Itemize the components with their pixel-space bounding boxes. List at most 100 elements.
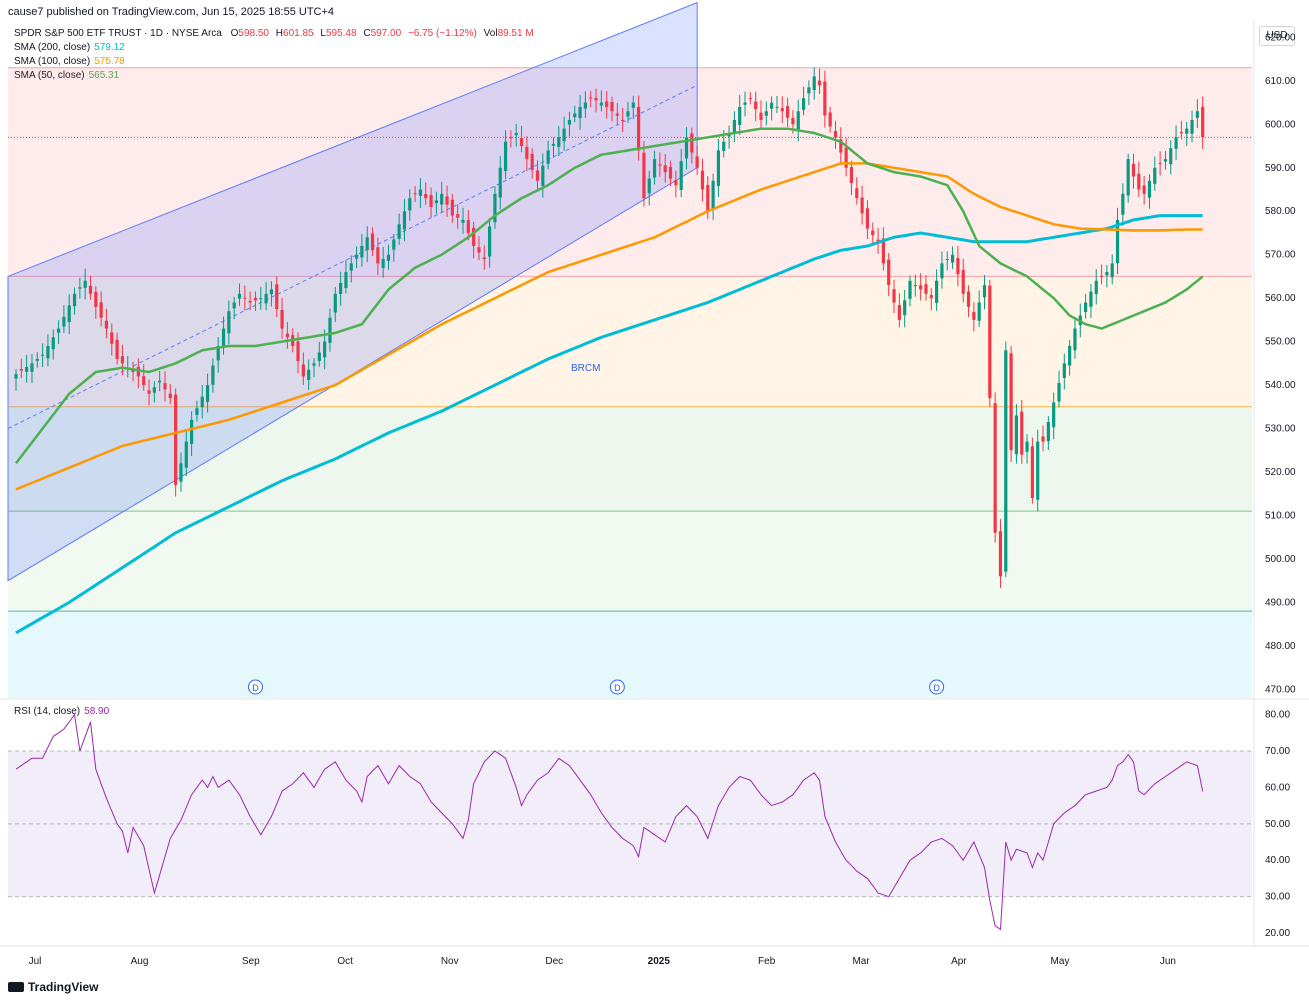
candle-body — [488, 226, 492, 257]
publish-line: cause7 published on TradingView.com, Jun… — [8, 6, 335, 18]
candle-body — [424, 194, 428, 199]
fib-zone — [8, 67, 1252, 277]
candle-body — [690, 133, 694, 153]
candle-body — [269, 289, 274, 295]
candle-body — [136, 366, 140, 377]
candle-body — [296, 341, 300, 362]
candle-body — [1014, 415, 1019, 455]
candle-body — [72, 293, 77, 307]
candle-body — [1158, 163, 1162, 165]
rsi-legend[interactable]: RSI (14, close) 58.90 — [14, 706, 109, 717]
candle-body — [333, 293, 337, 313]
time-tick-label: Jul — [29, 956, 42, 967]
candle-body — [557, 137, 561, 147]
symbol-name[interactable]: SPDR S&P 500 ETF TRUST · 1D · NYSE Arca — [14, 28, 222, 39]
ohlc-high-label: H — [275, 28, 284, 39]
candle-body — [956, 258, 960, 275]
price-tick-label: 560.00 — [1265, 293, 1296, 304]
candle-body — [913, 285, 917, 287]
ohlc-open-label: O — [230, 28, 239, 39]
candle-body — [493, 193, 497, 223]
time-tick-label: 2025 — [648, 956, 671, 967]
price-tick-label: 600.00 — [1265, 119, 1296, 130]
candle-body — [764, 111, 768, 116]
candle-body — [88, 285, 93, 294]
rsi-tick-label: 40.00 — [1265, 855, 1290, 866]
candle-body — [1131, 163, 1136, 177]
sma50-legend[interactable]: SMA (50, close) 565.31 — [14, 70, 119, 81]
candle-body — [413, 193, 417, 195]
candle-body — [855, 188, 859, 199]
candle-body — [610, 101, 614, 112]
currency-button[interactable]: USD — [1259, 26, 1295, 46]
candle-body — [807, 87, 811, 94]
candle-body — [865, 208, 870, 229]
brand-name: TradingView — [28, 980, 99, 994]
candle-body — [770, 102, 774, 109]
parallel-channel — [7, 1, 698, 582]
candle-body — [621, 119, 625, 121]
candle-body — [679, 161, 683, 190]
candle-body — [706, 184, 710, 212]
candle-body — [232, 302, 236, 309]
candle-body — [1046, 422, 1050, 442]
candle-body — [759, 112, 763, 120]
candle-body — [812, 76, 816, 91]
candle-body — [1195, 111, 1199, 118]
sma200-label: SMA (200, close) — [14, 42, 91, 53]
candle-body — [307, 369, 311, 380]
candle-body — [993, 403, 997, 533]
rsi-tick-label: 20.00 — [1265, 928, 1290, 939]
dividend-marker-icon — [609, 679, 625, 695]
price-tick-label: 620.00 — [1265, 32, 1296, 43]
candle-body — [392, 239, 396, 250]
candle-body — [738, 106, 742, 125]
candle-body — [402, 211, 407, 230]
candle-body — [456, 214, 460, 218]
candle-body — [434, 200, 438, 204]
volume-label: Vol — [483, 28, 498, 39]
candle-body — [791, 117, 795, 125]
price-tick-label: 590.00 — [1265, 163, 1296, 174]
sma100-line — [15, 162, 1203, 491]
candle-body — [998, 531, 1003, 577]
candle-body — [823, 81, 827, 116]
candle-body — [754, 101, 758, 110]
candle-body — [833, 130, 838, 138]
candle-body — [1201, 106, 1205, 138]
candle-body — [722, 141, 726, 151]
candle-body — [1185, 128, 1189, 134]
volume-value: 89.51 M — [497, 28, 534, 39]
candle-body — [51, 337, 55, 350]
tradingview-brand[interactable]: TradingView — [8, 980, 98, 994]
candle-body — [1137, 173, 1141, 190]
sma50-line — [15, 127, 1204, 465]
symbol-legend: SPDR S&P 500 ETF TRUST · 1D · NYSE Arca … — [14, 28, 534, 39]
candle-body — [594, 97, 598, 101]
candle-body — [104, 320, 109, 329]
candle-body — [312, 363, 316, 366]
candle-body — [477, 247, 481, 253]
candle-body — [461, 219, 465, 223]
candle-body — [881, 238, 885, 264]
price-tick-label: 470.00 — [1265, 684, 1296, 695]
candle-body — [828, 112, 832, 127]
candle-body — [67, 305, 71, 323]
candle-body — [786, 106, 790, 118]
sma200-legend[interactable]: SMA (200, close) 579.12 — [14, 42, 125, 53]
candle-body — [264, 293, 268, 304]
dividend-marker-label: D — [614, 683, 621, 693]
candle-body — [285, 333, 289, 338]
price-tick-label: 580.00 — [1265, 206, 1296, 217]
time-tick-label: Feb — [758, 956, 776, 967]
candle-body — [887, 259, 891, 286]
candle-body — [796, 111, 800, 130]
sma100-legend[interactable]: SMA (100, close) 575.78 — [14, 56, 125, 67]
candle-body — [397, 224, 401, 239]
candle-body — [408, 198, 412, 211]
candle-body — [1169, 148, 1173, 165]
candle-body — [503, 141, 508, 172]
candle-body — [1025, 441, 1029, 452]
dividend-marker-label: D — [252, 683, 259, 693]
